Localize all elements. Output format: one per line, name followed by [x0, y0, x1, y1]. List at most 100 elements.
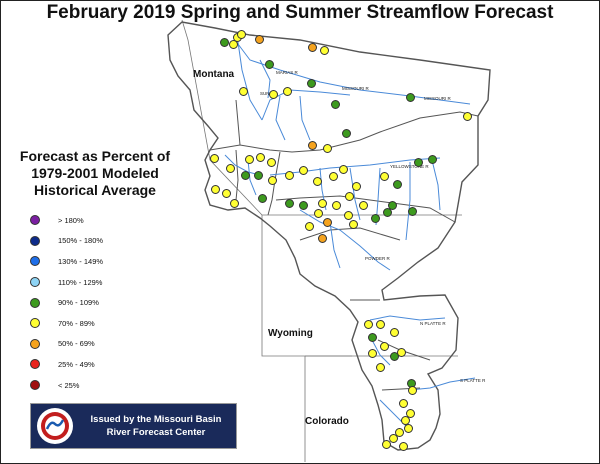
- forecast-point-marker[interactable]: [211, 185, 220, 194]
- state-lines: [181, 19, 462, 462]
- forecast-point-marker[interactable]: [352, 182, 361, 191]
- forecast-point-marker[interactable]: [314, 209, 323, 218]
- legend-label: 110% - 129%: [58, 277, 103, 287]
- legend-label: 50% - 69%: [58, 339, 95, 349]
- issuer-badge: Issued by the Missouri Basin River Forec…: [30, 403, 237, 449]
- legend-item: 70% - 89%: [30, 313, 103, 334]
- forecast-point-marker[interactable]: [393, 180, 402, 189]
- forecast-point-marker[interactable]: [399, 442, 408, 451]
- legend-title: Forecast as Percent of 1979-2001 Modeled…: [14, 148, 176, 199]
- forecast-point-marker[interactable]: [222, 189, 231, 198]
- svg-text:YELLOWSTONE R: YELLOWSTONE R: [390, 164, 429, 169]
- forecast-point-marker[interactable]: [305, 222, 314, 231]
- forecast-point-marker[interactable]: [376, 320, 385, 329]
- basin-outline: [167, 21, 491, 451]
- forecast-point-marker[interactable]: [359, 201, 368, 210]
- forecast-point-marker[interactable]: [318, 199, 327, 208]
- forecast-point-marker[interactable]: [318, 234, 327, 243]
- legend-swatch: [30, 380, 40, 391]
- forecast-point-marker[interactable]: [399, 399, 408, 408]
- legend-label: < 25%: [58, 380, 80, 390]
- legend-label: 130% - 149%: [58, 256, 104, 266]
- legend-swatch: [30, 235, 40, 246]
- forecast-point-marker[interactable]: [283, 87, 292, 96]
- forecast-point-marker[interactable]: [267, 158, 276, 167]
- forecast-point-marker[interactable]: [268, 176, 277, 185]
- legend-swatch: [30, 318, 40, 329]
- forecast-point-marker[interactable]: [299, 166, 308, 175]
- forecast-point-marker[interactable]: [210, 154, 219, 163]
- forecast-point-marker[interactable]: [380, 342, 389, 351]
- forecast-point-marker[interactable]: [307, 79, 316, 88]
- legend-item: 110% - 129%: [30, 272, 103, 293]
- forecast-point-marker[interactable]: [239, 87, 248, 96]
- legend-label: 25% - 49%: [58, 359, 95, 369]
- forecast-point-marker[interactable]: [255, 35, 264, 44]
- legend-label: 150% - 180%: [58, 236, 104, 246]
- forecast-point-marker[interactable]: [245, 155, 254, 164]
- forecast-point-marker[interactable]: [308, 43, 317, 52]
- forecast-point-marker[interactable]: [323, 218, 332, 227]
- legend-swatch: [30, 297, 40, 308]
- legend-label: > 180%: [58, 215, 84, 225]
- forecast-point-marker[interactable]: [313, 177, 322, 186]
- forecast-point-marker[interactable]: [397, 348, 406, 357]
- forecast-point-marker[interactable]: [383, 208, 392, 217]
- forecast-point-marker[interactable]: [332, 201, 341, 210]
- legend-swatch: [30, 256, 40, 267]
- forecast-point-marker[interactable]: [404, 424, 413, 433]
- forecast-point-marker[interactable]: [463, 112, 472, 121]
- forecast-point-marker[interactable]: [389, 434, 398, 443]
- forecast-point-marker[interactable]: [408, 386, 417, 395]
- legend-item: 90% - 109%: [30, 292, 103, 313]
- forecast-point-marker[interactable]: [285, 171, 294, 180]
- forecast-point-marker[interactable]: [342, 129, 351, 138]
- forecast-point-marker[interactable]: [376, 363, 385, 372]
- forecast-point-marker[interactable]: [349, 220, 358, 229]
- badge-line-2: River Forecast Center: [106, 427, 206, 438]
- forecast-point-marker[interactable]: [390, 328, 399, 337]
- svg-text:POWDER R: POWDER R: [365, 256, 391, 261]
- forecast-point-marker[interactable]: [339, 165, 348, 174]
- forecast-point-marker[interactable]: [382, 440, 391, 449]
- forecast-point-marker[interactable]: [254, 171, 263, 180]
- forecast-point-marker[interactable]: [258, 194, 267, 203]
- forecast-point-marker[interactable]: [308, 141, 317, 150]
- forecast-point-marker[interactable]: [368, 349, 377, 358]
- state-label-wyoming: Wyoming: [268, 328, 313, 339]
- forecast-point-marker[interactable]: [285, 199, 294, 208]
- forecast-point-marker[interactable]: [345, 192, 354, 201]
- forecast-point-marker[interactable]: [371, 214, 380, 223]
- forecast-point-marker[interactable]: [344, 211, 353, 220]
- forecast-point-marker[interactable]: [388, 201, 397, 210]
- forecast-point-marker[interactable]: [226, 164, 235, 173]
- forecast-point-marker[interactable]: [229, 40, 238, 49]
- forecast-point-marker[interactable]: [299, 201, 308, 210]
- river-labels: MISSOURI R MISSOURI R MARIAS R SUN R YEL…: [260, 70, 486, 383]
- forecast-point-marker[interactable]: [241, 171, 250, 180]
- svg-text:MISSOURI R: MISSOURI R: [342, 86, 370, 91]
- forecast-point-marker[interactable]: [256, 153, 265, 162]
- forecast-point-marker[interactable]: [230, 199, 239, 208]
- forecast-point-marker[interactable]: [269, 90, 278, 99]
- legend-label: 90% - 109%: [58, 298, 99, 308]
- legend-item: 50% - 69%: [30, 334, 103, 355]
- forecast-point-marker[interactable]: [220, 38, 229, 47]
- forecast-point-marker[interactable]: [395, 428, 404, 437]
- forecast-point-marker[interactable]: [408, 207, 417, 216]
- forecast-point-marker[interactable]: [368, 333, 377, 342]
- forecast-point-marker[interactable]: [323, 144, 332, 153]
- forecast-point-marker[interactable]: [406, 93, 415, 102]
- forecast-point-marker[interactable]: [428, 155, 437, 164]
- forecast-point-marker[interactable]: [331, 100, 340, 109]
- svg-text:MARIAS R: MARIAS R: [276, 70, 299, 75]
- forecast-point-marker[interactable]: [364, 320, 373, 329]
- forecast-point-marker[interactable]: [414, 158, 423, 167]
- forecast-point-marker[interactable]: [320, 46, 329, 55]
- forecast-point-marker[interactable]: [237, 30, 246, 39]
- forecast-point-marker[interactable]: [406, 409, 415, 418]
- legend: > 180% 150% - 180% 130% - 149% 110% - 129% 9…: [30, 210, 103, 395]
- forecast-point-marker[interactable]: [329, 172, 338, 181]
- forecast-point-marker[interactable]: [265, 60, 274, 69]
- forecast-point-marker[interactable]: [380, 172, 389, 181]
